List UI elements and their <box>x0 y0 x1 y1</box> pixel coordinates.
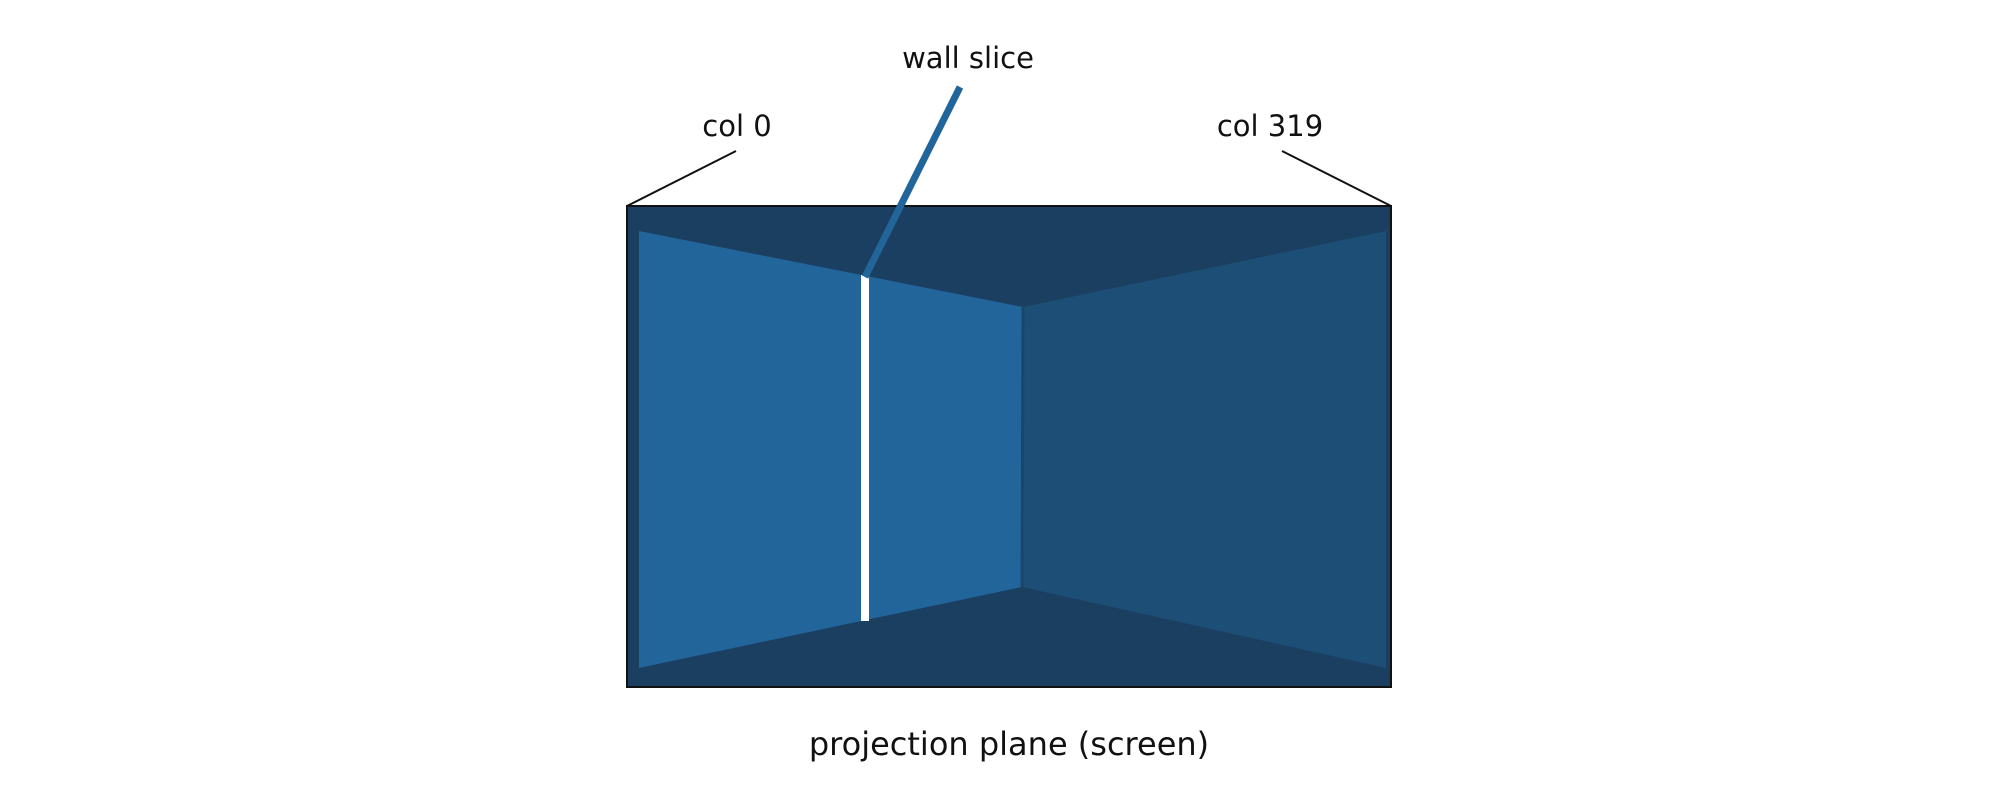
col-left-leader <box>626 150 737 207</box>
screen-caption: projection plane (screen) <box>809 725 1209 763</box>
left-wall <box>639 231 1023 668</box>
wall-corner-edge <box>1020 306 1025 588</box>
wall-slice-pointer <box>861 85 964 279</box>
col-right-leader <box>1281 150 1392 207</box>
col-right-label: col 319 <box>1217 109 1323 143</box>
wall-slice-column <box>861 275 869 621</box>
right-wall <box>1022 231 1386 668</box>
wall-slice-label: wall slice <box>902 41 1034 75</box>
col-left-label: col 0 <box>702 109 771 143</box>
